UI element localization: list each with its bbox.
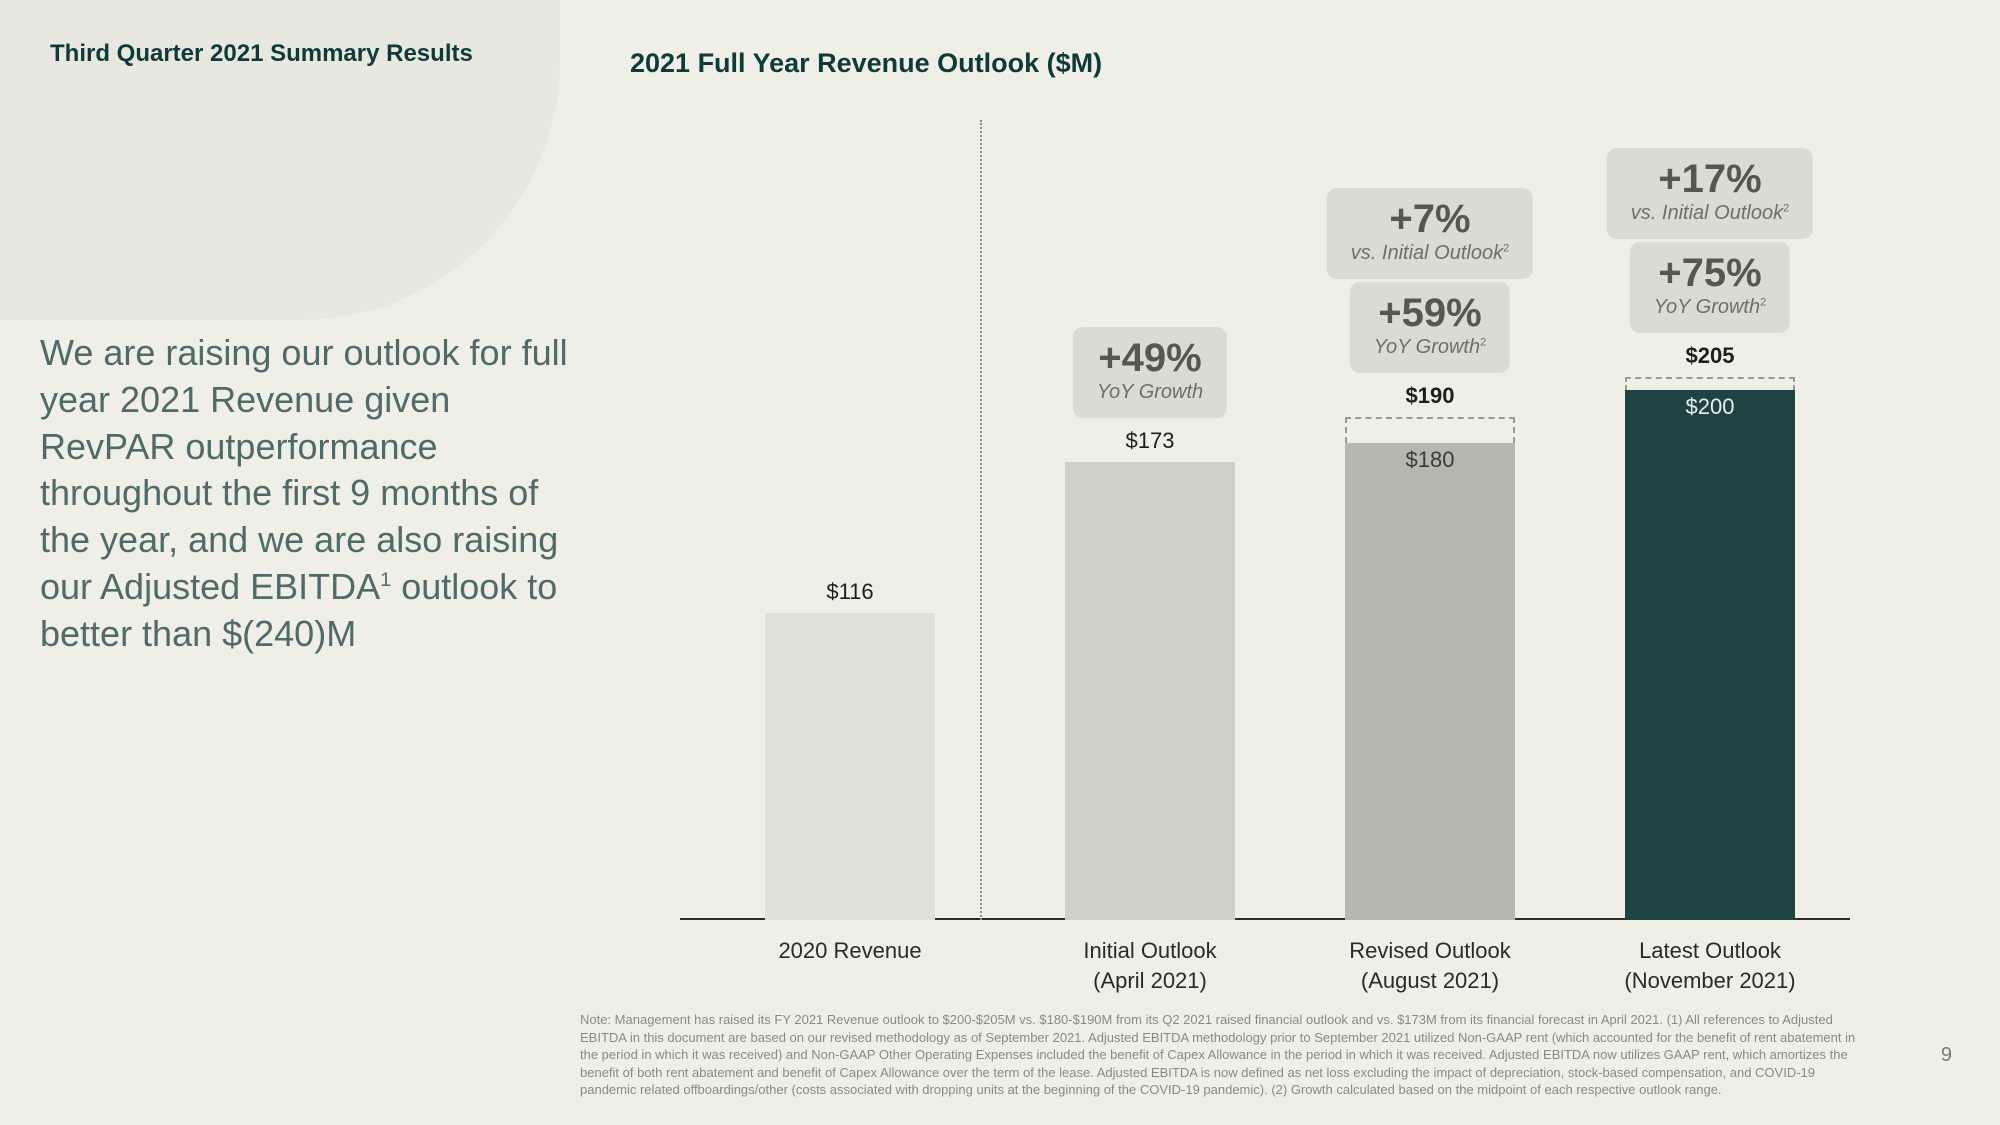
bar-slot-rev-2020: $1162020 Revenue: [720, 120, 980, 920]
growth-badge-value: +7%: [1351, 198, 1509, 240]
bar-inner-label: $200: [1580, 394, 1840, 420]
growth-badge: +7%vs. Initial Outlook2: [1327, 188, 1533, 279]
bar-value-label: $116: [720, 579, 980, 605]
footnote: Note: Management has raised its FY 2021 …: [580, 1011, 1860, 1099]
growth-badge-sub: vs. Initial Outlook2: [1351, 242, 1509, 265]
growth-badge-value: +59%: [1374, 292, 1486, 334]
page-number: 9: [1941, 1044, 1952, 1067]
bar-inner-label: $180: [1300, 447, 1560, 473]
bar-revised-outlook: [1345, 443, 1515, 920]
bar-initial-outlook: [1065, 462, 1235, 920]
growth-badge: +49%YoY Growth: [1073, 327, 1227, 418]
x-axis-label: 2020 Revenue: [720, 920, 980, 966]
body-paragraph: We are raising our outlook for full year…: [40, 330, 570, 658]
growth-badge-sub: YoY Growth2: [1374, 336, 1486, 359]
section-header: Third Quarter 2021 Summary Results: [50, 40, 473, 68]
growth-badge: +17%vs. Initial Outlook2: [1607, 148, 1813, 239]
growth-badge-value: +17%: [1631, 158, 1789, 200]
bar-cap-latest-outlook: [1625, 377, 1795, 390]
bar-slot-latest-outlook: $205$200+75%YoY Growth2+17%vs. Initial O…: [1580, 120, 1840, 920]
growth-badge-sub: YoY Growth2: [1654, 296, 1766, 319]
bar-value-label: $173: [1020, 428, 1280, 454]
bar-cap-label: $205: [1580, 343, 1840, 369]
revenue-outlook-chart: $1162020 Revenue$173+49%YoY GrowthInitia…: [680, 120, 1850, 920]
growth-badge: +59%YoY Growth2: [1350, 282, 1510, 373]
bar-rev-2020: [765, 613, 935, 920]
bar-cap-label: $190: [1300, 383, 1560, 409]
x-axis-label: Latest Outlook(November 2021): [1580, 920, 1840, 995]
bar-latest-outlook: [1625, 390, 1795, 920]
growth-badge-value: +49%: [1097, 337, 1203, 379]
growth-badge-sub: YoY Growth: [1097, 381, 1203, 404]
chart-title: 2021 Full Year Revenue Outlook ($M): [630, 48, 1102, 79]
x-axis-label: Revised Outlook(August 2021): [1300, 920, 1560, 995]
bar-cap-revised-outlook: [1345, 417, 1515, 444]
bar-slot-revised-outlook: $190$180+59%YoY Growth2+7%vs. Initial Ou…: [1300, 120, 1560, 920]
growth-badge-value: +75%: [1654, 252, 1766, 294]
bar-slot-initial-outlook: $173+49%YoY GrowthInitial Outlook(April …: [1020, 120, 1280, 920]
growth-badge-sub: vs. Initial Outlook2: [1631, 202, 1789, 225]
x-axis-label: Initial Outlook(April 2021): [1020, 920, 1280, 995]
growth-badge: +75%YoY Growth2: [1630, 242, 1790, 333]
chart-divider: [980, 120, 982, 920]
